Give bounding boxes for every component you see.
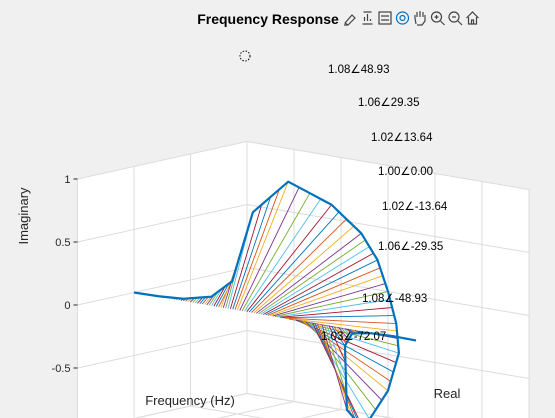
stem-line bbox=[342, 327, 352, 336]
busy-icon bbox=[239, 50, 251, 62]
tick-labels: -3-2-10123-0.500.51-1-0.500.51 bbox=[52, 174, 78, 375]
stem-line bbox=[258, 239, 366, 315]
pan-icon[interactable] bbox=[414, 11, 426, 26]
response-curve bbox=[133, 180, 417, 418]
stem-line bbox=[215, 283, 230, 307]
stem-line bbox=[331, 325, 346, 347]
y-axis-label: Imaginary bbox=[16, 187, 31, 245]
y-tick-label: 1 bbox=[64, 174, 70, 186]
home-icon[interactable] bbox=[466, 11, 479, 25]
y-tick-label: -0.5 bbox=[52, 363, 71, 375]
stem-line bbox=[255, 232, 362, 314]
stem-line bbox=[248, 211, 340, 313]
grid-line bbox=[77, 204, 248, 243]
stem-line bbox=[204, 296, 212, 305]
y-tick-label: 0 bbox=[64, 300, 70, 312]
stem-line bbox=[211, 288, 223, 306]
stem-line bbox=[323, 324, 347, 394]
stem-line bbox=[213, 286, 226, 307]
stem-line bbox=[277, 299, 391, 318]
phasor-annotation: 1.00∠0.00 bbox=[378, 166, 433, 178]
brush-icon[interactable] bbox=[344, 14, 356, 26]
stem-line bbox=[326, 325, 347, 378]
phasor-annotation: 1.03∠-72.07 bbox=[321, 331, 386, 343]
grid-line bbox=[246, 330, 530, 379]
stem-line bbox=[282, 315, 395, 319]
z-axis-label: Real bbox=[434, 386, 461, 401]
stem-line bbox=[232, 196, 271, 310]
stem-line bbox=[286, 318, 397, 332]
stem-line bbox=[201, 296, 209, 305]
insert-legend-icon[interactable] bbox=[378, 11, 392, 25]
stem-line bbox=[253, 225, 355, 314]
stem-line bbox=[340, 327, 351, 338]
grid-line bbox=[246, 204, 530, 253]
stem-line bbox=[328, 325, 346, 362]
phasor-annotation: 1.02∠-13.64 bbox=[382, 201, 448, 213]
zoom-in-icon[interactable] bbox=[430, 11, 445, 26]
stem-line bbox=[335, 326, 348, 342]
stem-line bbox=[244, 198, 322, 312]
stem-line bbox=[270, 275, 383, 317]
stem-line bbox=[251, 218, 347, 313]
stem-line bbox=[241, 192, 311, 312]
phasor-annotation: 1.02∠13.64 bbox=[371, 132, 433, 144]
y-tick-label: 0.5 bbox=[55, 237, 70, 249]
grid-line bbox=[133, 393, 248, 418]
x-axis-label: Frequency (Hz) bbox=[145, 393, 235, 408]
zoom-out-icon[interactable] bbox=[448, 11, 463, 26]
grid-line bbox=[77, 141, 248, 180]
stem-line bbox=[229, 204, 263, 310]
grid-line bbox=[217, 401, 295, 418]
grid-line bbox=[300, 409, 342, 418]
datatip-icon[interactable] bbox=[362, 11, 373, 25]
annotations: 1.08∠48.93 1.06∠29.35 1.02∠13.64 1.00∠0.00 1… bbox=[321, 64, 448, 343]
stem-line bbox=[284, 317, 397, 325]
axes-toolbar bbox=[344, 11, 479, 26]
phasor-annotation: 1.06∠-29.35 bbox=[378, 241, 443, 253]
phasor-annotation: 1.08∠48.93 bbox=[328, 64, 389, 76]
stem-line bbox=[274, 291, 389, 317]
grid-line bbox=[190, 405, 264, 418]
rotate-3d-icon[interactable] bbox=[395, 11, 410, 25]
grid bbox=[77, 141, 530, 418]
response-line bbox=[133, 180, 417, 418]
stem-line bbox=[265, 259, 378, 316]
stem-line bbox=[234, 189, 280, 310]
stem-line bbox=[321, 324, 348, 410]
stem-line bbox=[239, 187, 300, 311]
grid-line bbox=[77, 330, 248, 369]
phasor-annotation: 1.08∠-48.93 bbox=[362, 293, 427, 305]
side-wall bbox=[77, 141, 247, 418]
stem-line bbox=[338, 327, 349, 340]
stem-line bbox=[267, 267, 381, 316]
stem-line bbox=[333, 326, 347, 344]
stem-line bbox=[345, 328, 353, 334]
stem-line bbox=[246, 204, 332, 312]
chart-title: Frequency Response bbox=[197, 11, 339, 27]
stem-line bbox=[260, 246, 370, 315]
axes-box bbox=[77, 141, 529, 418]
phasor-annotation: 1.06∠29.35 bbox=[358, 97, 419, 109]
grid-line bbox=[246, 141, 530, 190]
floor-plane bbox=[136, 393, 391, 418]
stem-line bbox=[263, 252, 374, 315]
stem-line bbox=[279, 307, 393, 318]
stem-line bbox=[272, 283, 386, 317]
stem-line bbox=[236, 181, 289, 311]
grid-line bbox=[77, 267, 248, 306]
